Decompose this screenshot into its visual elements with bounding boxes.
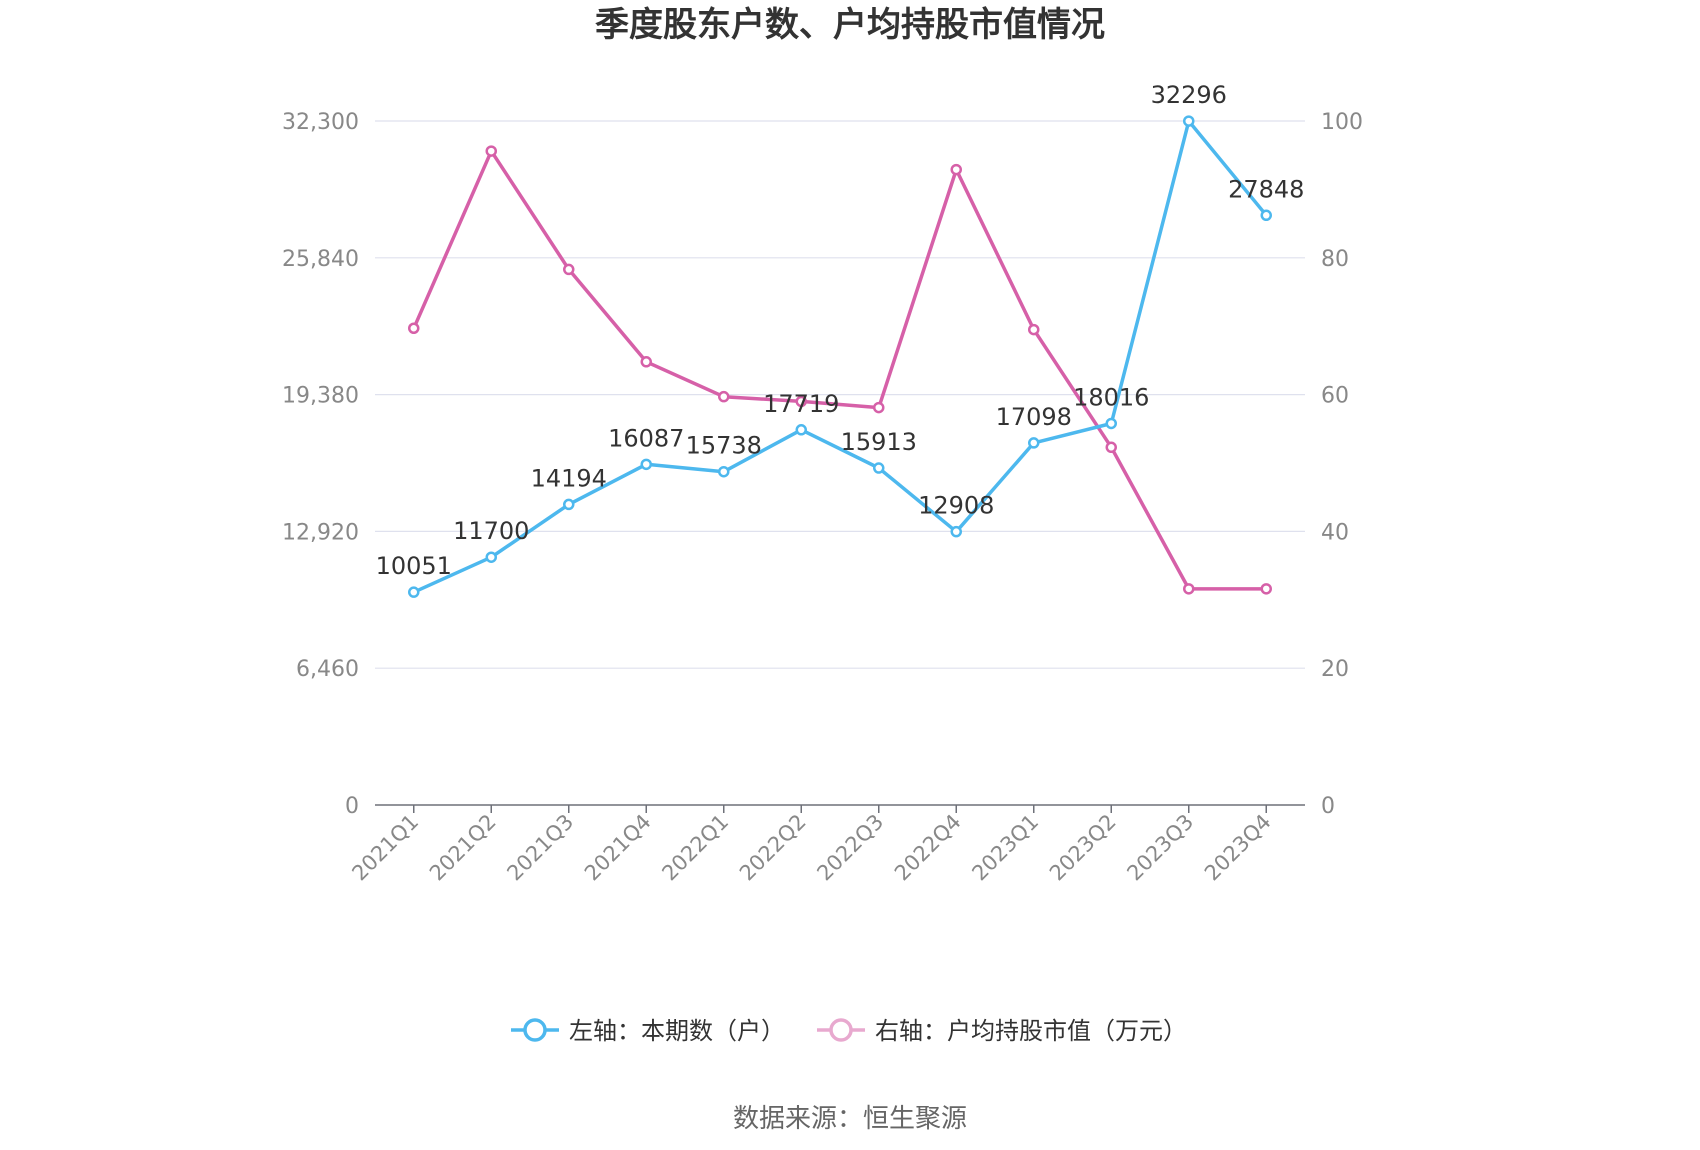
legend-item[interactable]: 右轴：户均持股市值（万元） bbox=[817, 1017, 1187, 1045]
shareholder-count-point bbox=[795, 424, 807, 436]
series-layer bbox=[408, 115, 1272, 598]
shareholder-count-point bbox=[950, 525, 962, 538]
avg-market-value-point bbox=[1183, 583, 1195, 595]
data-label: 12908 bbox=[918, 492, 994, 520]
shareholder-count-point bbox=[1183, 115, 1195, 127]
shareholder-count-line bbox=[413, 119, 1268, 594]
avg-market-value-point bbox=[640, 356, 652, 368]
data-label: 17719 bbox=[763, 390, 839, 418]
shareholder-count-point bbox=[873, 462, 885, 474]
avg-market-value-point bbox=[563, 263, 575, 276]
left-axis-tick-label: 32,300 bbox=[282, 110, 359, 135]
right-axis-tick-label: 0 bbox=[1321, 794, 1335, 819]
data-label: 11700 bbox=[453, 517, 529, 545]
data-label: 15913 bbox=[841, 428, 917, 456]
x-axis-tick-label: 2021Q2 bbox=[425, 810, 501, 886]
right-axis-tick-label: 60 bbox=[1321, 384, 1349, 409]
x-axis-tick-label: 2022Q3 bbox=[812, 810, 888, 886]
x-axis-tick-label: 2021Q3 bbox=[502, 810, 578, 886]
data-label: 32296 bbox=[1151, 81, 1227, 109]
avg-market-value-point bbox=[1028, 323, 1040, 336]
left-axis-tick-label: 0 bbox=[345, 794, 359, 819]
legend-swatch-marker bbox=[829, 1018, 853, 1042]
data-label: 14194 bbox=[531, 464, 607, 492]
x-axis-tick-label: 2023Q2 bbox=[1045, 810, 1121, 886]
data-label: 18016 bbox=[1073, 383, 1149, 411]
avg-market-value-point bbox=[485, 145, 497, 157]
shareholder-count-point bbox=[1105, 417, 1117, 430]
axis-layer: 0 0 6,460 20 12,920 40 19,380 60 25,840 80 32,300 1… bbox=[282, 110, 1363, 885]
right-axis-tick-label: 40 bbox=[1321, 520, 1349, 545]
shareholder-count-point bbox=[1028, 437, 1040, 449]
legend-item[interactable]: 左轴：本期数（户） bbox=[511, 1017, 785, 1045]
shareholder-count-point bbox=[563, 498, 575, 511]
legend: 左轴：本期数（户） 右轴：户均持股市值（万元） bbox=[511, 1017, 1187, 1045]
left-axis-tick-label: 12,920 bbox=[282, 520, 359, 545]
avg-market-value-point bbox=[718, 390, 730, 403]
x-axis-tick-label: 2022Q1 bbox=[657, 810, 733, 886]
left-axis-tick-label: 25,840 bbox=[282, 247, 359, 272]
shareholder-count-point bbox=[1260, 209, 1272, 222]
shareholder-count-point bbox=[640, 458, 652, 471]
data-label: 17098 bbox=[996, 403, 1072, 431]
chart-title: 季度股东户数、户均持股市值情况 bbox=[595, 5, 1105, 45]
legend-label: 左轴：本期数（户） bbox=[569, 1017, 785, 1045]
data-label: 15738 bbox=[686, 432, 762, 460]
left-axis-tick-label: 19,380 bbox=[282, 384, 359, 409]
x-axis-tick-label: 2021Q4 bbox=[580, 810, 656, 886]
avg-market-value-point bbox=[408, 322, 420, 335]
avg-market-value-point bbox=[1260, 583, 1272, 595]
right-axis-tick-label: 20 bbox=[1321, 657, 1349, 682]
source-note: 数据来源：恒生聚源 bbox=[733, 1104, 967, 1134]
data-label: 10051 bbox=[376, 552, 452, 580]
shareholder-count-point bbox=[718, 465, 730, 478]
avg-market-value-point bbox=[873, 401, 885, 414]
x-axis-tick-label: 2022Q4 bbox=[890, 810, 966, 886]
avg-market-value-line bbox=[412, 149, 1267, 591]
grid-layer bbox=[375, 120, 1305, 669]
avg-market-value-point bbox=[795, 395, 807, 408]
x-axis-tick-label: 2023Q4 bbox=[1200, 810, 1276, 886]
data-label: 16087 bbox=[608, 424, 684, 452]
shareholder-count-point bbox=[408, 586, 420, 598]
legend-swatch-marker bbox=[523, 1018, 547, 1042]
avg-market-value-point bbox=[1105, 441, 1117, 454]
right-axis-tick-label: 80 bbox=[1321, 247, 1349, 272]
avg-market-value-point bbox=[950, 163, 962, 176]
x-axis-tick-label: 2023Q1 bbox=[967, 810, 1043, 886]
legend-label: 右轴：户均持股市值（万元） bbox=[875, 1017, 1187, 1045]
right-axis-tick-label: 100 bbox=[1321, 110, 1363, 135]
data-label: 27848 bbox=[1228, 175, 1304, 203]
x-axis-tick-label: 2021Q1 bbox=[347, 810, 423, 886]
left-axis-tick-label: 6,460 bbox=[296, 657, 359, 682]
x-axis-tick-label: 2023Q3 bbox=[1122, 810, 1198, 886]
x-axis-tick-label: 2022Q2 bbox=[735, 810, 811, 886]
shareholder-count-point bbox=[485, 551, 497, 563]
